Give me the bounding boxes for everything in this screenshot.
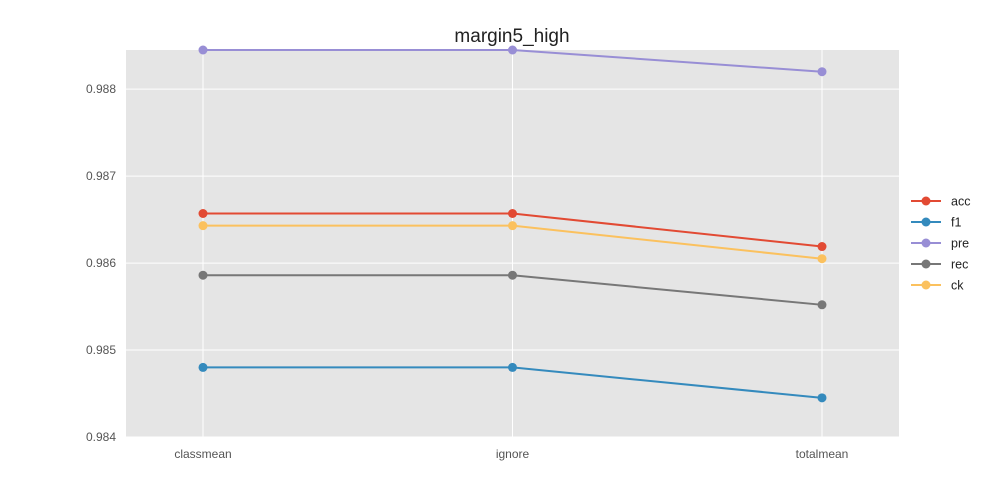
data-point [508,362,517,372]
legend-item-acc: acc [911,195,970,209]
y-tick-label: 0.984 [86,430,116,444]
x-tick-label: ignore [496,447,530,461]
x-tick-label: totalmean [796,447,849,461]
data-point [817,393,827,403]
series-acc [198,208,827,252]
series-ck [198,221,827,264]
legend-item-ck: ck [911,279,964,293]
legend-item-pre: pre [911,237,969,251]
grid-lines [126,50,899,438]
legend-label: pre [951,237,969,251]
series-pre [198,45,827,77]
y-axis-ticks: 0.984 0.985 0.986 0.987 0.988 [86,82,116,444]
legend-label: f1 [951,216,961,230]
data-point [817,242,827,252]
chart-title: margin5_high [454,26,569,47]
data-point [508,270,517,280]
data-point [508,45,517,55]
legend-item-rec: rec [911,258,968,272]
legend-label: acc [951,195,970,209]
legend-marker [921,196,931,206]
series-f1 [198,362,827,403]
legend: acc f1 pre rec ck [911,195,970,293]
y-tick-label: 0.985 [86,343,116,357]
legend-label: ck [951,279,964,293]
legend-marker [921,259,931,269]
data-point [817,300,827,310]
series-rec [198,270,827,310]
data-point [198,208,208,218]
y-tick-label: 0.986 [86,256,116,270]
y-tick-label: 0.988 [86,82,116,96]
series-layer [198,45,827,403]
legend-marker [921,280,931,290]
legend-item-f1: f1 [911,216,961,230]
legend-label: rec [951,258,968,272]
x-axis-ticks: classmean ignore totalmean [174,447,848,461]
data-point [198,362,208,372]
y-tick-label: 0.987 [86,169,116,183]
legend-marker [921,238,931,248]
data-point [817,254,827,264]
data-point [508,208,517,218]
x-tick-label: classmean [174,447,231,461]
data-point [508,221,517,231]
legend-marker [921,217,931,227]
data-point [198,45,208,55]
data-point [198,221,208,231]
data-point [198,270,208,280]
data-point [817,67,827,77]
